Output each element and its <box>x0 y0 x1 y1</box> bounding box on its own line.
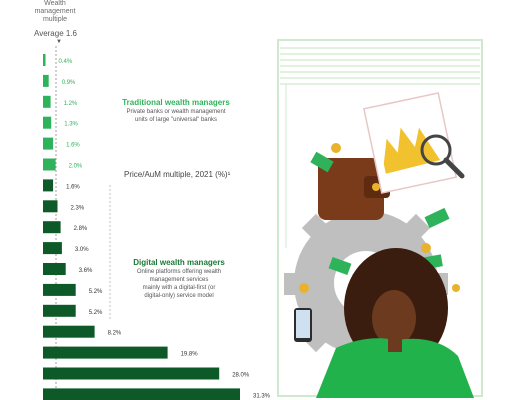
bar-traditional <box>43 95 51 108</box>
bar-traditional <box>43 54 46 66</box>
bar-value-label: 5.2% <box>89 289 103 295</box>
bar-traditional <box>43 137 54 150</box>
bar-digital <box>43 388 240 400</box>
bar-value-label: 3.0% <box>75 247 89 253</box>
bar-value-label: 8.2% <box>108 331 122 337</box>
digital-desc-3: mainly with a digital-first (or <box>142 285 216 291</box>
bar-value-label: 2.0% <box>69 164 83 170</box>
digital-desc-1: Online platforms offering wealth <box>136 269 222 275</box>
traditional-desc-1: Private banks or wealth management <box>126 109 226 115</box>
bar-value-label: 2.8% <box>74 226 88 232</box>
chart-header: Wealth management multiple <box>0 0 110 24</box>
bar-digital <box>43 367 220 380</box>
bar-traditional <box>43 74 49 87</box>
traditional-legend: Traditional wealth managers Private bank… <box>118 98 234 124</box>
money-icon <box>310 151 450 276</box>
person-illustration <box>294 248 474 398</box>
header-line-3: multiple <box>42 16 68 23</box>
average-label: Average 1.6 <box>34 29 77 38</box>
digital-legend: Digital wealth managers Online platforms… <box>128 258 230 300</box>
magnifier-icon <box>420 134 465 179</box>
bar-digital <box>43 325 95 338</box>
bar-value-label: 2.3% <box>71 205 85 211</box>
header-line-2: management <box>34 8 76 15</box>
bar-digital <box>43 200 58 213</box>
digital-title: Digital wealth managers <box>133 258 225 267</box>
bar-value-label: 19.8% <box>181 352 199 358</box>
bar-value-label: 28.0% <box>232 373 250 379</box>
bar-digital <box>43 242 62 255</box>
bar-digital <box>43 179 54 192</box>
bar-value-label: 1.2% <box>64 101 78 107</box>
bar-digital <box>43 346 168 359</box>
coin-icon <box>299 143 460 293</box>
bar-digital <box>43 263 66 275</box>
illustration <box>277 39 483 398</box>
traditional-title: Traditional wealth managers <box>122 98 230 107</box>
bar-value-label: 5.2% <box>89 310 103 316</box>
digital-desc-2: management services <box>149 277 209 283</box>
header-line-1: Wealth <box>44 0 66 7</box>
bar-chart: 0.4% 0.9% 1.2% 1.3% 1.6% 2.0% 1.6% 2.3% 2.8% 3.0%… <box>43 46 271 400</box>
blinds-icon <box>280 47 480 85</box>
traditional-desc-2: units of large "universal" banks <box>135 117 217 123</box>
bar-value-label: 3.6% <box>79 268 93 274</box>
bar-digital <box>43 221 61 234</box>
bar-value-label: 0.4% <box>59 59 73 65</box>
bar-traditional <box>43 158 56 171</box>
bar-value-label: 1.6% <box>66 143 80 149</box>
bar-digital <box>43 304 76 317</box>
digital-desc-4: digital-only) service model <box>144 293 214 299</box>
axis-title: Price/AuM multiple, 2021 (%)¹ <box>124 170 231 179</box>
bar-value-label: 31.3% <box>253 393 271 399</box>
bar-value-label: 0.9% <box>62 80 76 86</box>
bar-value-label: 1.3% <box>64 122 78 128</box>
bar-value-label: 1.6% <box>66 184 80 190</box>
bar-digital <box>43 283 76 296</box>
bar-traditional <box>43 116 52 129</box>
average-marker-icon: ▼ <box>56 39 62 45</box>
